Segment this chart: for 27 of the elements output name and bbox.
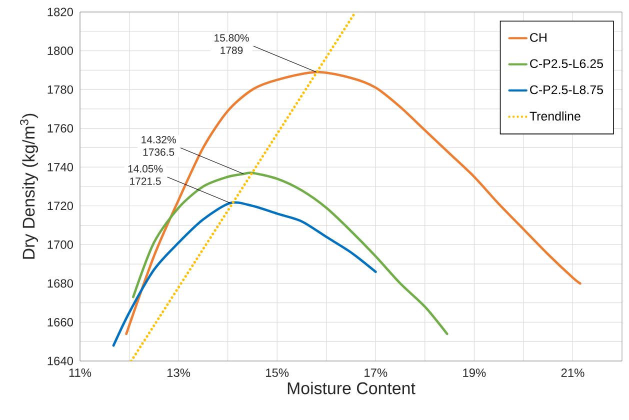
y-tick-label: 1680 (48, 279, 74, 288)
line-series (112, 201, 377, 347)
y-tick-label: 1660 (48, 318, 74, 326)
y-tick-label: 1780 (48, 85, 74, 94)
annotation: 14.05% 1721.5 (128, 165, 163, 185)
y-tick-label: 1700 (48, 240, 74, 249)
y-tick-label: 1760 (48, 124, 74, 133)
legend-label: C-P2.5-L8.75 (530, 85, 603, 94)
legend-label: C-P2.5-L6.25 (530, 59, 603, 68)
y-tick-label: 1800 (48, 46, 74, 55)
y-tick-label: 1640 (48, 356, 74, 366)
x-axis-title: Moisture Content (288, 382, 416, 394)
y-tick-label: 1820 (48, 8, 74, 16)
x-tick-label: 15% (266, 368, 289, 377)
x-tick-label: 17% (364, 368, 388, 377)
annotation: 15.80% 1789 (214, 34, 249, 54)
line-series (132, 172, 448, 336)
y-tick-label: 1720 (48, 202, 74, 210)
x-tick-label: 21% (561, 368, 584, 377)
y-axis-title: Dry Density (kg/m$^{3}$) (20, 114, 38, 259)
y-tick-label: 1740 (48, 162, 74, 172)
x-tick-label: 11% (69, 368, 92, 377)
x-tick-label: 13% (167, 368, 190, 377)
legend-label: Trendline (530, 111, 580, 121)
x-tick-label: 19% (463, 368, 486, 377)
legend-label: CH (530, 33, 546, 42)
annotation: 14.32% 1736.5 (142, 136, 176, 156)
